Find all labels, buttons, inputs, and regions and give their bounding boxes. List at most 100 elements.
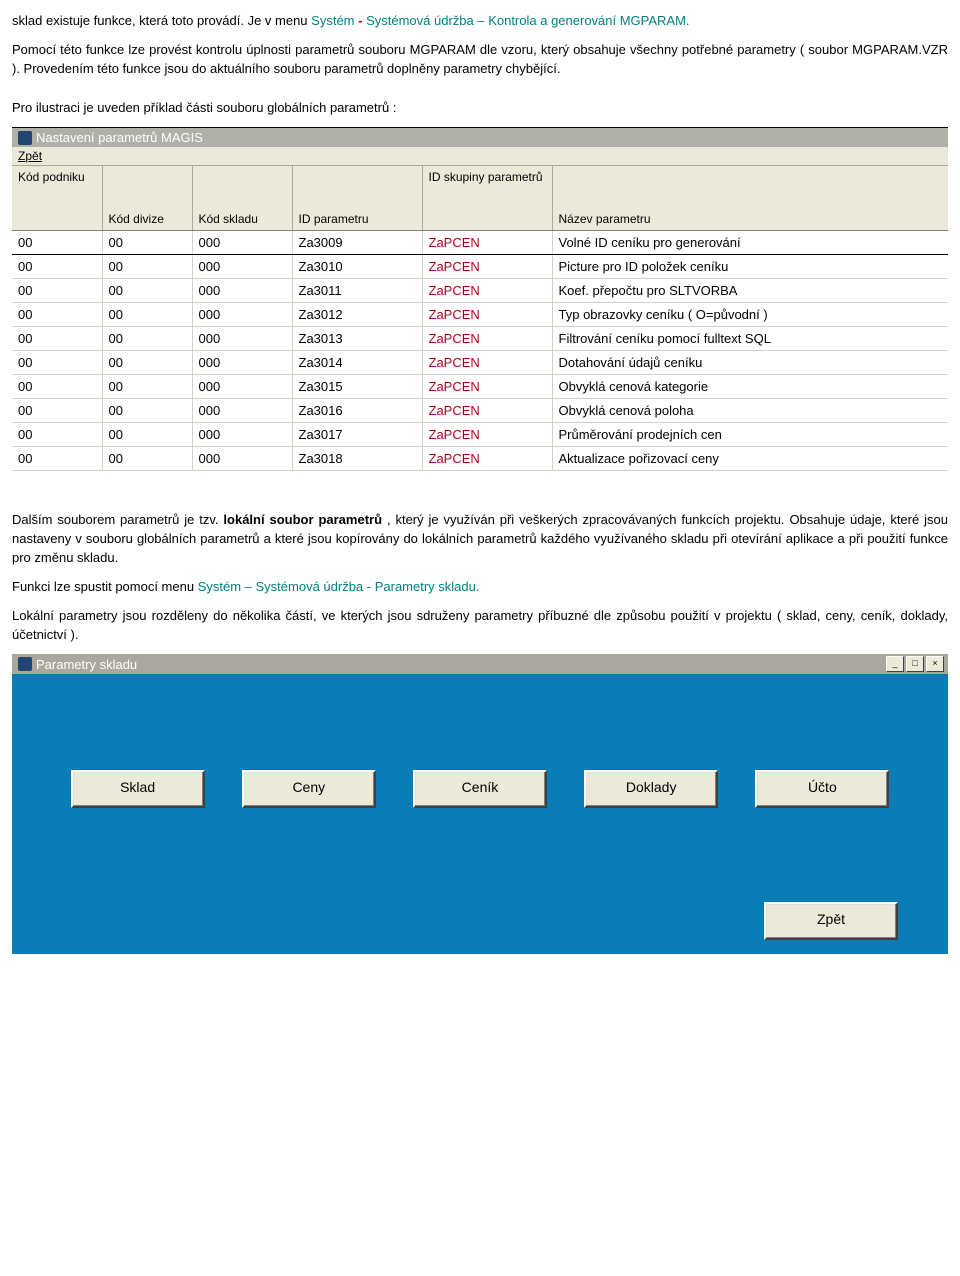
table-row[interactable]: 0000000Za3009ZaPCENVolné ID ceníku pro g… bbox=[12, 231, 948, 255]
intro-p2: Pomocí této funkce lze provést kontrolu … bbox=[12, 41, 948, 79]
cell-c0: 00 bbox=[12, 399, 102, 423]
cell-c4: ZaPCEN bbox=[422, 447, 552, 471]
intro-p1: sklad existuje funkce, která toto provád… bbox=[12, 12, 948, 31]
sklad-button[interactable]: Sklad bbox=[71, 770, 205, 808]
cell-c2: 000 bbox=[192, 231, 292, 255]
params-window-titlebar: Nastavení parametrů MAGIS bbox=[12, 128, 948, 147]
cell-c0: 00 bbox=[12, 375, 102, 399]
cell-c1: 00 bbox=[102, 399, 192, 423]
cell-c1: 00 bbox=[102, 375, 192, 399]
sklad-window-title: Parametry skladu bbox=[36, 657, 882, 672]
cell-c4: ZaPCEN bbox=[422, 279, 552, 303]
titlebar-buttons: _ □ × bbox=[886, 656, 944, 672]
cell-c4: ZaPCEN bbox=[422, 423, 552, 447]
cell-c3: Za3013 bbox=[292, 327, 422, 351]
cell-c0: 00 bbox=[12, 423, 102, 447]
params-grid: Kód podniku Kód divize Kód skladu ID par… bbox=[12, 166, 948, 471]
mid-p5-a: Funkci lze spustit pomocí menu bbox=[12, 579, 198, 594]
intro-p3: Pro ilustraci je uveden příklad části so… bbox=[12, 99, 948, 118]
mid-p4-b: lokální soubor parametrů bbox=[223, 512, 382, 527]
back-button[interactable]: Zpět bbox=[764, 902, 898, 940]
maximize-button[interactable]: □ bbox=[906, 656, 924, 672]
cell-c1: 00 bbox=[102, 255, 192, 279]
cell-c1: 00 bbox=[102, 447, 192, 471]
hdr-nazev[interactable]: Název parametru bbox=[552, 166, 948, 231]
table-row[interactable]: 0000000Za3013ZaPCENFiltrování ceníku pom… bbox=[12, 327, 948, 351]
cell-c1: 00 bbox=[102, 327, 192, 351]
cell-c2: 000 bbox=[192, 399, 292, 423]
cell-c5: Typ obrazovky ceníku ( O=původní ) bbox=[552, 303, 948, 327]
cell-c0: 00 bbox=[12, 303, 102, 327]
hdr-id-parametru[interactable]: ID parametru bbox=[292, 166, 422, 231]
params-window: Nastavení parametrů MAGIS Zpět Kód podni… bbox=[12, 127, 948, 471]
cell-c5: Volné ID ceníku pro generování bbox=[552, 231, 948, 255]
cell-c0: 00 bbox=[12, 255, 102, 279]
účto-button[interactable]: Účto bbox=[755, 770, 889, 808]
cell-c1: 00 bbox=[102, 351, 192, 375]
table-row[interactable]: 0000000Za3011ZaPCENKoef. přepočtu pro SL… bbox=[12, 279, 948, 303]
cell-c3: Za3016 bbox=[292, 399, 422, 423]
cell-c1: 00 bbox=[102, 303, 192, 327]
cell-c2: 000 bbox=[192, 279, 292, 303]
cell-c5: Dotahování údajů ceníku bbox=[552, 351, 948, 375]
sklad-window-body: Sklad Ceny Ceník Doklady Účto Zpět bbox=[12, 674, 948, 954]
params-window-menu: Zpět bbox=[12, 147, 948, 166]
cell-c3: Za3015 bbox=[292, 375, 422, 399]
cell-c4: ZaPCEN bbox=[422, 375, 552, 399]
cell-c5: Koef. přepočtu pro SLTVORBA bbox=[552, 279, 948, 303]
cell-c3: Za3018 bbox=[292, 447, 422, 471]
cell-c3: Za3017 bbox=[292, 423, 422, 447]
app-icon bbox=[18, 131, 32, 145]
intro-p1-dash: - bbox=[358, 13, 366, 28]
menu-back[interactable]: Zpět bbox=[18, 149, 42, 163]
mid-p5: Funkci lze spustit pomocí menu Systém – … bbox=[12, 578, 948, 597]
cell-c5: Aktualizace pořizovací ceny bbox=[552, 447, 948, 471]
doklady-button[interactable]: Doklady bbox=[584, 770, 718, 808]
cell-c0: 00 bbox=[12, 351, 102, 375]
cell-c2: 000 bbox=[192, 447, 292, 471]
mid-p4-a: Dalším souborem parametrů je tzv. bbox=[12, 512, 223, 527]
cell-c3: Za3010 bbox=[292, 255, 422, 279]
cell-c2: 000 bbox=[192, 303, 292, 327]
cell-c5: Filtrování ceníku pomocí fulltext SQL bbox=[552, 327, 948, 351]
mid-p6: Lokální parametry jsou rozděleny do něko… bbox=[12, 607, 948, 645]
table-row[interactable]: 0000000Za3018ZaPCENAktualizace pořizovac… bbox=[12, 447, 948, 471]
grid-header-row: Kód podniku Kód divize Kód skladu ID par… bbox=[12, 166, 948, 231]
intro-p1-a: sklad existuje funkce, která toto provád… bbox=[12, 13, 311, 28]
cell-c0: 00 bbox=[12, 327, 102, 351]
cell-c5: Picture pro ID položek ceníku bbox=[552, 255, 948, 279]
cell-c5: Průměrování prodejních cen bbox=[552, 423, 948, 447]
cell-c2: 000 bbox=[192, 423, 292, 447]
cell-c2: 000 bbox=[192, 351, 292, 375]
mid-p5-b: Systém – Systémová údržba - Parametry sk… bbox=[198, 579, 480, 594]
ceník-button[interactable]: Ceník bbox=[413, 770, 547, 808]
app-icon bbox=[18, 657, 32, 671]
params-window-title: Nastavení parametrů MAGIS bbox=[36, 130, 203, 145]
hdr-kod-divize[interactable]: Kód divize bbox=[102, 166, 192, 231]
minimize-button[interactable]: _ bbox=[886, 656, 904, 672]
mid-p4: Dalším souborem parametrů je tzv. lokáln… bbox=[12, 511, 948, 568]
cell-c3: Za3009 bbox=[292, 231, 422, 255]
sklad-window-titlebar: Parametry skladu _ □ × bbox=[12, 654, 948, 674]
cell-c4: ZaPCEN bbox=[422, 351, 552, 375]
cell-c2: 000 bbox=[192, 327, 292, 351]
cell-c0: 00 bbox=[12, 447, 102, 471]
ceny-button[interactable]: Ceny bbox=[242, 770, 376, 808]
cell-c4: ZaPCEN bbox=[422, 399, 552, 423]
table-row[interactable]: 0000000Za3015ZaPCENObvyklá cenová katego… bbox=[12, 375, 948, 399]
cell-c4: ZaPCEN bbox=[422, 255, 552, 279]
table-row[interactable]: 0000000Za3010ZaPCENPicture pro ID polože… bbox=[12, 255, 948, 279]
cell-c5: Obvyklá cenová poloha bbox=[552, 399, 948, 423]
table-row[interactable]: 0000000Za3017ZaPCENPrůměrování prodejníc… bbox=[12, 423, 948, 447]
hdr-id-skupiny[interactable]: ID skupiny parametrů bbox=[422, 166, 552, 231]
cell-c2: 000 bbox=[192, 375, 292, 399]
table-row[interactable]: 0000000Za3016ZaPCENObvyklá cenová poloha bbox=[12, 399, 948, 423]
cell-c3: Za3014 bbox=[292, 351, 422, 375]
cell-c5: Obvyklá cenová kategorie bbox=[552, 375, 948, 399]
table-row[interactable]: 0000000Za3012ZaPCENTyp obrazovky ceníku … bbox=[12, 303, 948, 327]
hdr-kod-podniku[interactable]: Kód podniku bbox=[12, 166, 102, 231]
hdr-kod-skladu[interactable]: Kód skladu bbox=[192, 166, 292, 231]
close-button[interactable]: × bbox=[926, 656, 944, 672]
cell-c0: 00 bbox=[12, 279, 102, 303]
table-row[interactable]: 0000000Za3014ZaPCENDotahování údajů cení… bbox=[12, 351, 948, 375]
